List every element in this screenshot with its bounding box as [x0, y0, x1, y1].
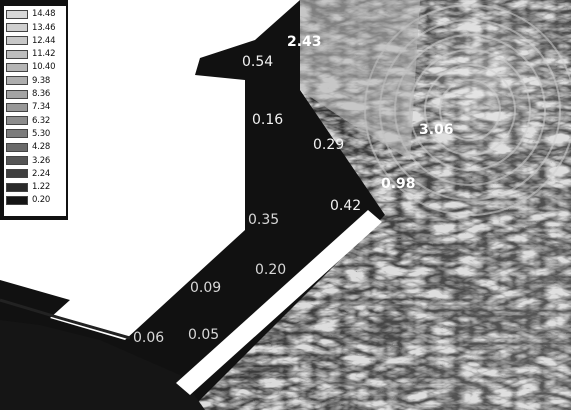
- legend-value: 0.20: [32, 195, 51, 206]
- value-label: 0.35: [248, 212, 280, 228]
- value-label: 0.06: [133, 330, 165, 346]
- legend-value: 1.22: [32, 182, 51, 193]
- legend-swatch: [6, 169, 28, 179]
- legend-entry: 7.34: [6, 102, 64, 113]
- value-label: 3.06: [419, 122, 454, 138]
- legend-swatch: [6, 23, 28, 33]
- legend-entry: 13.46: [6, 22, 64, 33]
- legend-entry: 0.20: [6, 195, 64, 206]
- legend-entry: 6.32: [6, 115, 64, 126]
- legend-swatch: [6, 89, 28, 99]
- coast-edge: [0, 298, 131, 340]
- legend-value: 5.30: [32, 128, 51, 139]
- value-label: 0.20: [255, 262, 287, 278]
- legend-swatch: [6, 142, 28, 152]
- legend-value: 14.48: [32, 9, 56, 20]
- legend-swatch: [6, 102, 28, 112]
- legend-entry: 4.28: [6, 142, 64, 153]
- legend-value: 12.44: [32, 35, 56, 46]
- legend-entry: 3.26: [6, 155, 64, 166]
- value-label: 0.54: [242, 54, 274, 70]
- value-label: 0.98: [381, 176, 416, 192]
- value-label: 0.09: [190, 280, 222, 296]
- legend-entry: 11.42: [6, 49, 64, 60]
- legend-value: 2.24: [32, 168, 51, 179]
- legend-swatch: [6, 62, 28, 72]
- legend-value: 7.34: [32, 102, 51, 113]
- legend-entry: 10.40: [6, 62, 64, 73]
- legend-value: 3.26: [32, 155, 51, 166]
- legend-value: 10.40: [32, 62, 56, 73]
- land-mass: [0, 0, 300, 340]
- upper-light-band: [300, 0, 420, 160]
- wave-texture: [190, 0, 571, 410]
- value-label: 2.43: [287, 34, 322, 50]
- legend-swatch: [6, 129, 28, 139]
- legend-value: 8.36: [32, 89, 51, 100]
- legend-value: 6.32: [32, 115, 51, 126]
- value-label: 0.29: [313, 137, 345, 153]
- legend-swatch: [6, 76, 28, 86]
- breakwater: [176, 210, 382, 395]
- legend-entry: 9.38: [6, 76, 64, 87]
- legend-swatch: [6, 156, 28, 166]
- legend: 14.48 13.46 12.44 11.42 10.40 9.38 8.36 7.34 6.3…: [4, 6, 66, 216]
- legend-value: 13.46: [32, 22, 56, 33]
- legend-swatch: [6, 9, 28, 19]
- legend-value: 4.28: [32, 142, 51, 153]
- legend-swatch: [6, 36, 28, 46]
- legend-entry: 8.36: [6, 89, 64, 100]
- value-label: 0.05: [188, 327, 220, 343]
- legend-entry: 12.44: [6, 36, 64, 47]
- legend-value: 11.42: [32, 49, 56, 60]
- legend-value: 9.38: [32, 75, 51, 86]
- legend-swatch: [6, 182, 28, 192]
- legend-entry: 14.48: [6, 9, 64, 20]
- value-label: 0.42: [330, 198, 362, 214]
- coast-dark: [0, 320, 205, 410]
- legend-swatch: [6, 116, 28, 126]
- legend-swatch: [6, 195, 28, 205]
- legend-entry: 5.30: [6, 129, 64, 140]
- legend-entry: 2.24: [6, 169, 64, 180]
- legend-entry: 1.22: [6, 182, 64, 193]
- value-label: 0.16: [252, 112, 284, 128]
- legend-swatch: [6, 49, 28, 59]
